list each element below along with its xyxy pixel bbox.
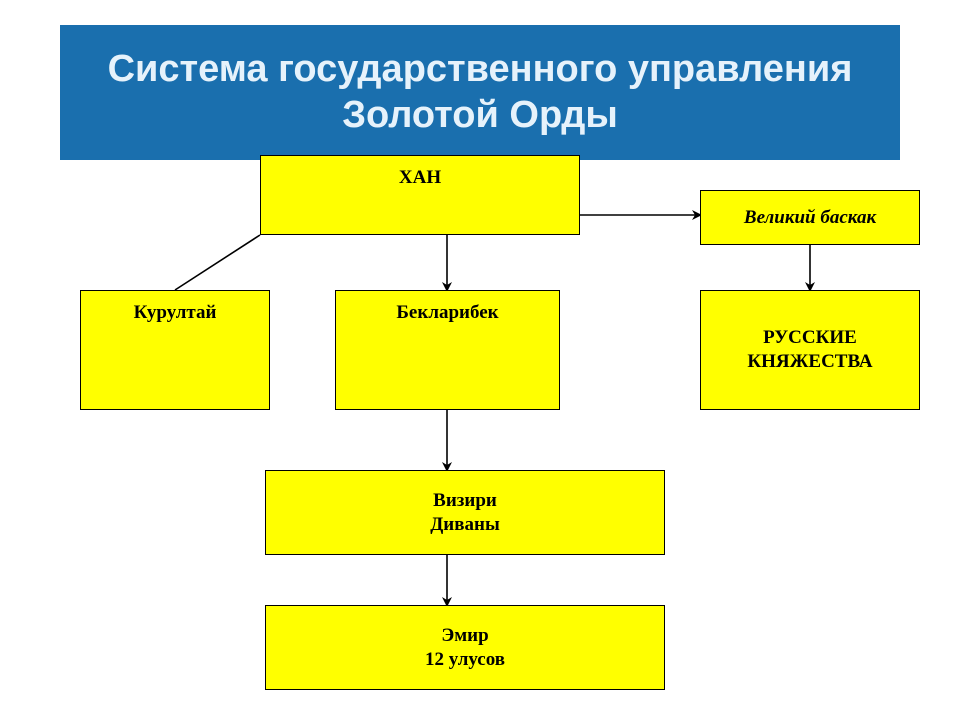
- node-baskak-label: Великий баскак: [744, 206, 876, 230]
- node-khan-label: ХАН: [399, 166, 441, 190]
- node-beklarbek-label: Бекларибек: [396, 301, 498, 325]
- node-beklarbek: Бекларибек: [335, 290, 560, 410]
- node-emir-label: Эмир12 улусов: [425, 624, 505, 672]
- node-khan: ХАН: [260, 155, 580, 235]
- node-baskak: Великий баскак: [700, 190, 920, 245]
- node-kurultai: Курултай: [80, 290, 270, 410]
- diagram-title-text: Система государственного управления Золо…: [80, 47, 880, 138]
- node-emir: Эмир12 улусов: [265, 605, 665, 690]
- node-vizir: ВизириДиваны: [265, 470, 665, 555]
- diagram-canvas: Система государственного управления Золо…: [0, 0, 960, 720]
- node-kurultai-label: Курултай: [134, 301, 217, 325]
- node-rus: РУССКИЕКНЯЖЕСТВА: [700, 290, 920, 410]
- connector: [175, 235, 260, 290]
- node-rus-label: РУССКИЕКНЯЖЕСТВА: [747, 326, 872, 374]
- diagram-title: Система государственного управления Золо…: [60, 25, 900, 160]
- node-vizir-label: ВизириДиваны: [430, 489, 500, 537]
